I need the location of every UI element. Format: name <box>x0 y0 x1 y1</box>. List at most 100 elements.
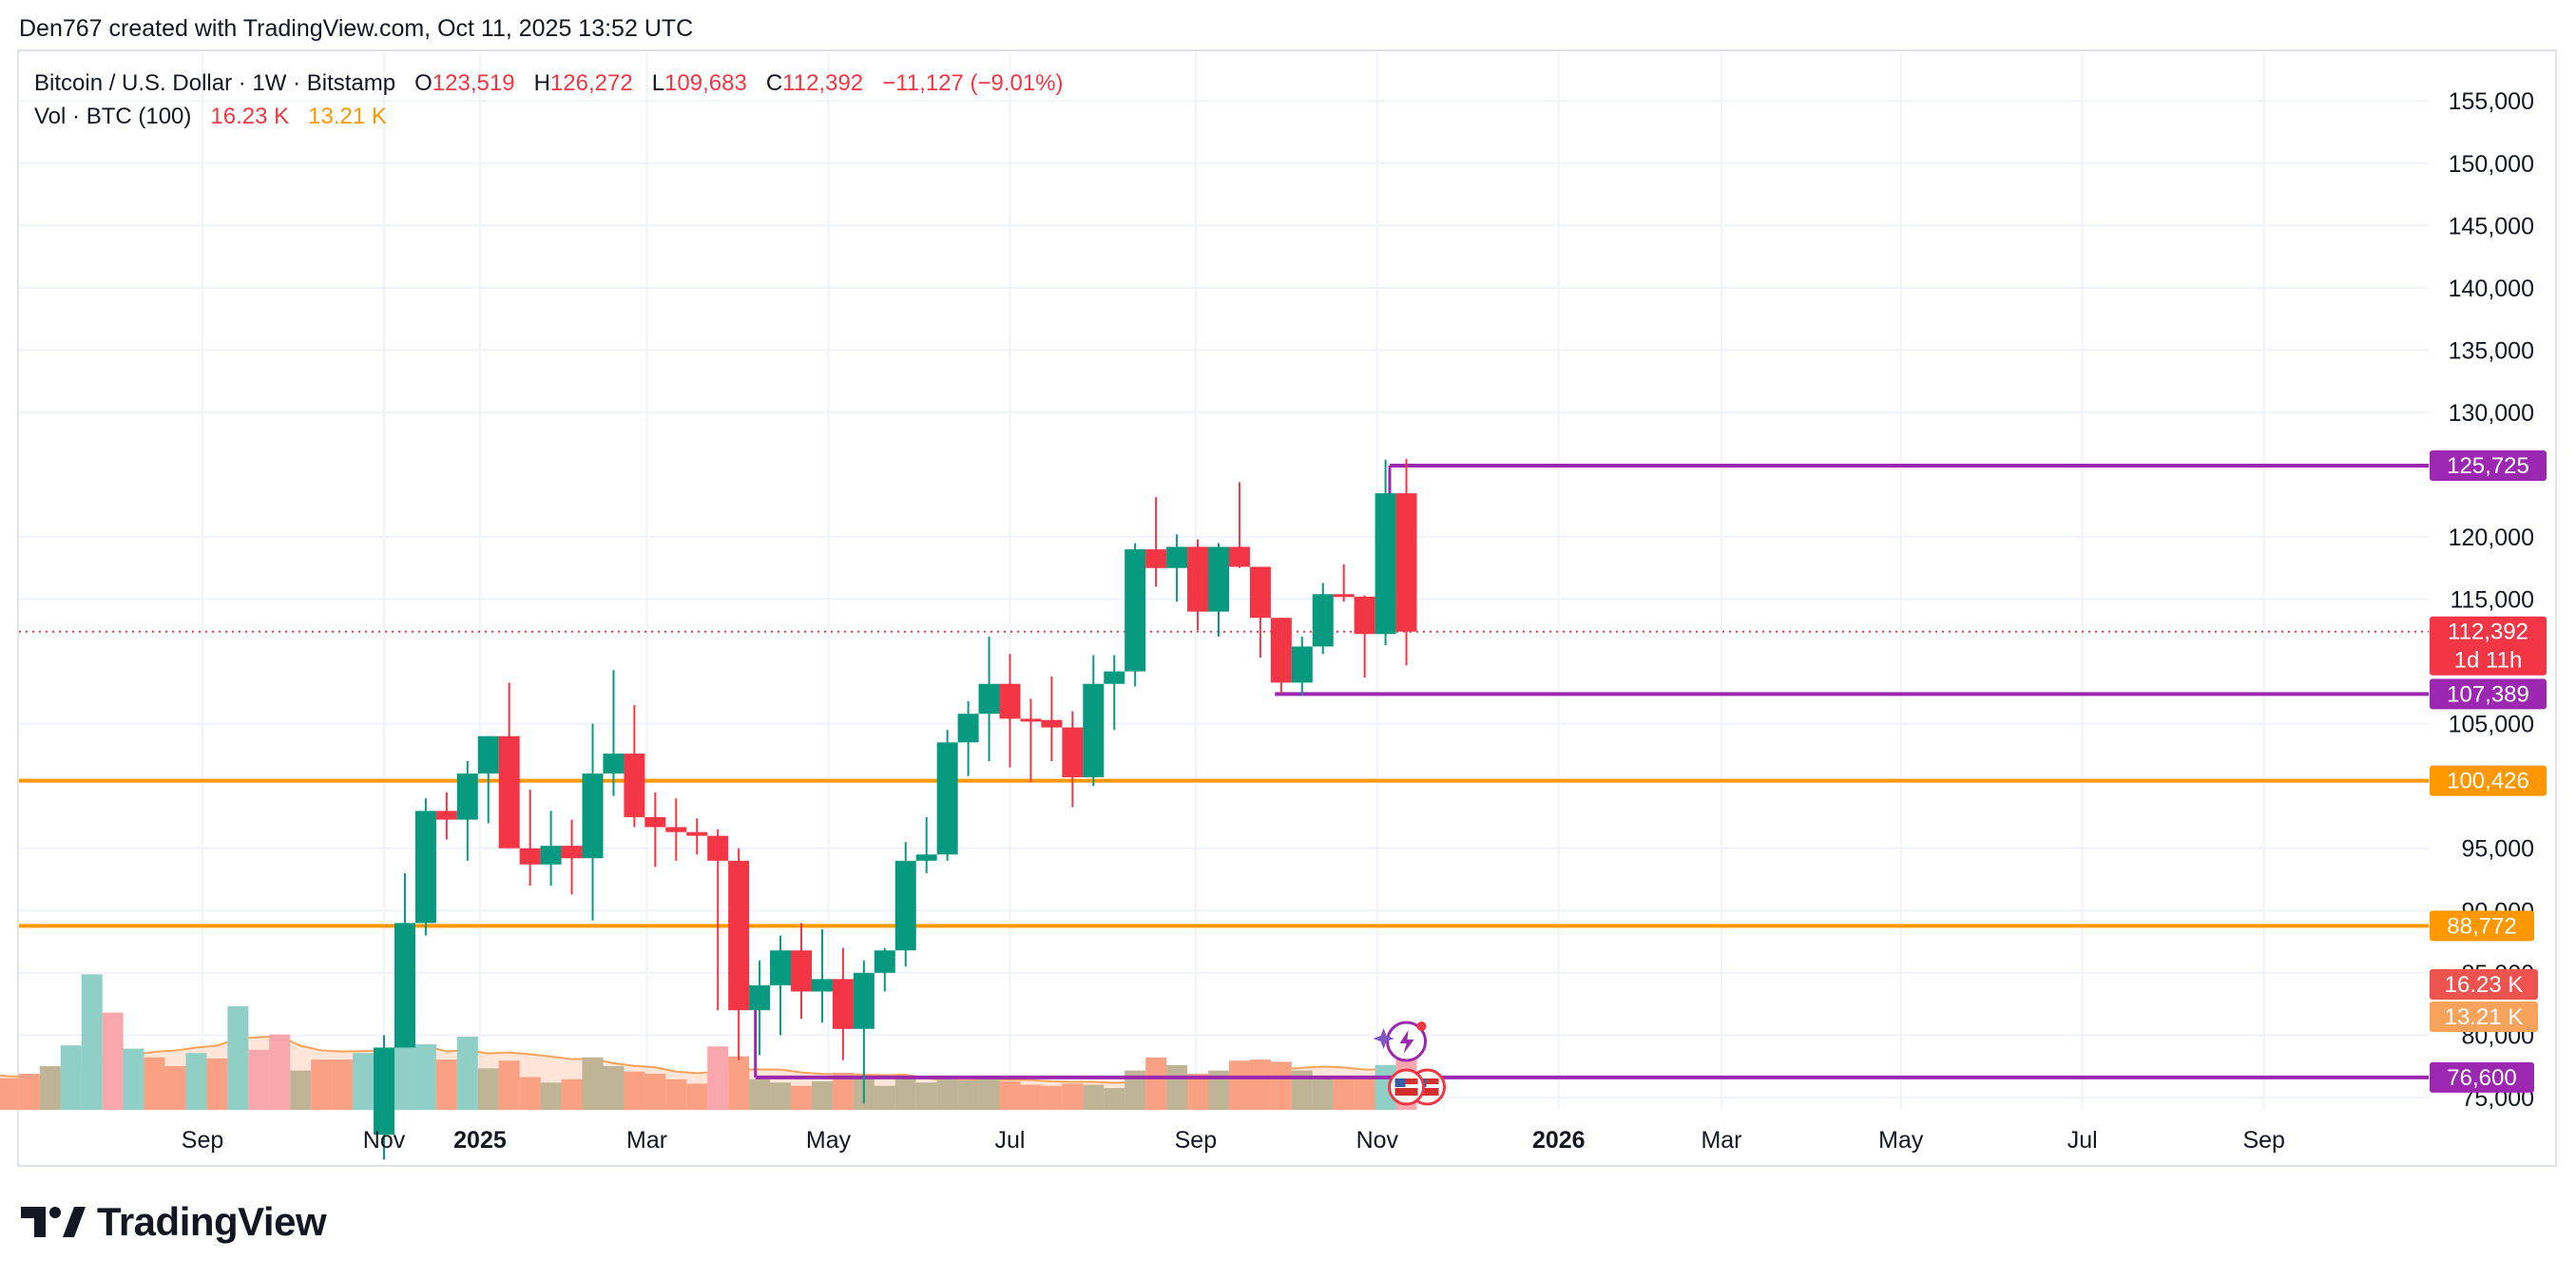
legend-volume-value: 16.23 K <box>210 104 290 129</box>
candle-body <box>707 835 729 861</box>
candle-body <box>394 923 415 1048</box>
candle-body <box>435 811 457 820</box>
legend-open-key: O <box>414 70 433 96</box>
candle-body <box>1291 646 1313 683</box>
volume-bar <box>874 1085 895 1110</box>
volume-bar <box>603 1066 625 1110</box>
price-badge <box>2430 765 2547 796</box>
volume-bar <box>624 1071 645 1110</box>
x-tick-label: Nov <box>1356 1127 1399 1154</box>
flag-stripe <box>1394 1084 1418 1088</box>
volume-bar <box>811 1081 833 1110</box>
volume-bar <box>936 1079 958 1110</box>
volume-bar <box>81 974 103 1110</box>
candle-body <box>915 854 937 861</box>
candle-body <box>1270 618 1292 683</box>
x-tick-label: 2026 <box>1532 1127 1586 1154</box>
candle-body <box>456 773 478 820</box>
legend-symbol: Bitcoin / U.S. Dollar · 1W · Bitstamp <box>34 70 396 96</box>
candle-body <box>1395 493 1417 632</box>
candle-body <box>999 683 1021 719</box>
candle-body <box>603 754 625 774</box>
tradingview-logo[interactable]: TradingView <box>21 1199 327 1245</box>
volume-bar <box>1187 1074 1209 1110</box>
x-tick-label: Jul <box>995 1127 1026 1154</box>
price-badge <box>2430 910 2534 942</box>
candle-body <box>519 848 541 865</box>
price-badge-label: 88,772 <box>2447 913 2516 939</box>
candle-body <box>1104 671 1125 684</box>
legend-volume-row[interactable]: Vol · BTC (100) 16.23 K 13.21 K <box>34 100 1064 133</box>
candle-body <box>477 735 499 774</box>
candle-body <box>1312 594 1334 647</box>
volume-bar <box>1062 1083 1084 1110</box>
candle-body <box>1228 546 1250 567</box>
volume-bar <box>185 1053 207 1110</box>
volume-bar <box>18 1074 40 1110</box>
candle-body <box>936 742 958 855</box>
volume-bar <box>1166 1064 1188 1110</box>
candle-body <box>1041 719 1063 728</box>
legend-price-row[interactable]: Bitcoin / U.S. Dollar · 1W · Bitstamp O 1… <box>34 67 1064 100</box>
volume-bar <box>0 1078 19 1110</box>
volume-bar <box>770 1082 792 1110</box>
sparkle-icon <box>1373 1028 1394 1049</box>
candle-body <box>1020 718 1042 722</box>
volume-bar <box>1020 1084 1042 1110</box>
volume-bar <box>978 1078 1000 1110</box>
volume-ma-line <box>0 1035 1407 1084</box>
candle-body <box>540 846 562 865</box>
y-tick-label: 130,000 <box>2449 400 2534 427</box>
candle-body <box>853 972 875 1029</box>
candle-body <box>874 950 895 973</box>
legend-high-value: 126,272 <box>549 70 633 96</box>
chart-frame[interactable] <box>17 49 2557 1167</box>
price-badges: 125,725 107,389 100,426 88,772 76,600 112,392… <box>2430 449 2547 1093</box>
volume-bar <box>894 1077 916 1110</box>
volume-bar <box>1145 1057 1167 1110</box>
axes: 155,000 150,000 145,000 140,000 135,000 130,0… <box>182 88 2534 1154</box>
volume-bar <box>60 1045 82 1110</box>
price-badge-label: 125,725 <box>2447 453 2529 479</box>
volume-bar <box>644 1074 666 1110</box>
volume-bar <box>999 1081 1021 1110</box>
candle-body <box>644 816 666 828</box>
y-tick-label: 155,000 <box>2449 88 2534 115</box>
volume-bar <box>540 1082 562 1110</box>
candle-body <box>624 754 645 817</box>
legend-volume-label: Vol · BTC (100) <box>34 104 192 129</box>
price-badge <box>2430 449 2547 481</box>
volume-bar <box>102 1012 124 1110</box>
price-badge <box>2430 1061 2534 1093</box>
candle-body <box>498 735 520 849</box>
volume-bar <box>435 1059 457 1110</box>
x-tick-label: Sep <box>1175 1127 1217 1154</box>
y-tick-label: 95,000 <box>2462 836 2534 863</box>
volume-bar <box>269 1034 291 1110</box>
x-tick-label: Mar <box>1701 1127 1741 1154</box>
x-tick-label: Jul <box>2067 1127 2098 1154</box>
volume-bar <box>1041 1085 1063 1110</box>
candle-body <box>1125 549 1146 672</box>
volume-badge-label: 16.23 K <box>2445 972 2524 998</box>
tradingview-logo-text: TradingView <box>97 1199 327 1244</box>
volume-bar <box>1228 1060 1250 1110</box>
price-badge <box>2430 678 2547 710</box>
legend-close-key: C <box>765 70 783 96</box>
x-tick-label: Sep <box>2242 1127 2284 1154</box>
candle-body <box>1062 727 1084 778</box>
candle-body <box>374 1047 394 1136</box>
candle-body <box>1083 683 1105 778</box>
volume-bar <box>1270 1061 1292 1110</box>
price-badge-label: 76,600 <box>2447 1065 2516 1091</box>
countdown-label: 1d 11h <box>2454 648 2523 674</box>
volume-bar <box>957 1079 979 1110</box>
volume-bar <box>1291 1070 1313 1110</box>
volume-bar <box>791 1085 812 1110</box>
volume-bar <box>728 1056 750 1110</box>
y-tick-label: 105,000 <box>2449 712 2534 738</box>
volume-bar <box>665 1079 687 1110</box>
candle-body <box>1354 596 1375 635</box>
lightning-icon <box>1399 1030 1414 1054</box>
